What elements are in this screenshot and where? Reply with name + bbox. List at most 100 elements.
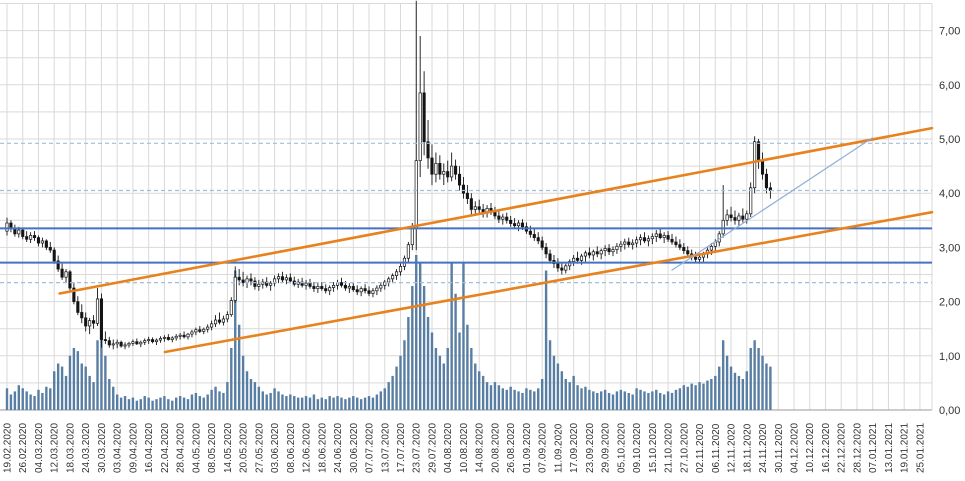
volume-bar	[363, 397, 367, 410]
volume-bar	[257, 386, 261, 410]
x-tick-label: 30.06.2020	[349, 423, 360, 473]
candle-body	[379, 284, 383, 289]
candle-body	[131, 341, 135, 344]
trend-lines[interactable]	[58, 126, 934, 354]
volume-bar	[198, 396, 202, 410]
candle-body	[430, 157, 434, 175]
candle-body	[68, 271, 72, 289]
candle-body	[359, 288, 363, 293]
candle-body	[686, 250, 690, 255]
channel-lower-line[interactable]	[163, 210, 934, 354]
candle-body	[111, 343, 115, 346]
candle-body	[729, 214, 733, 218]
candle-body	[654, 233, 658, 237]
volume-bar	[576, 385, 579, 410]
volume-bar	[100, 298, 103, 410]
channel-upper-line[interactable]	[58, 126, 934, 295]
volume-bar	[643, 391, 646, 410]
candle-body	[513, 223, 517, 227]
volume-bar	[139, 399, 142, 410]
volume-bar	[592, 391, 595, 410]
candle-body	[698, 256, 702, 260]
volume-bar	[552, 355, 556, 410]
volume-bar	[721, 340, 725, 410]
candle-body	[548, 253, 552, 261]
volume-bar	[76, 351, 80, 410]
volume-bar	[714, 375, 717, 410]
volume-bar	[88, 375, 91, 410]
volume-bar	[627, 392, 630, 410]
volume-bar	[155, 399, 158, 410]
volume-bar	[175, 397, 178, 410]
volume-bar	[171, 400, 174, 410]
volume-bar	[662, 394, 666, 410]
x-tick-label: 08.05.2020	[207, 423, 218, 473]
x-tick-label: 27.10.2020	[679, 423, 690, 473]
candle-body	[446, 171, 450, 178]
candle-body	[257, 283, 261, 287]
candle-body	[438, 163, 442, 175]
volume-bar	[182, 397, 186, 410]
support-resistance-lines[interactable]	[0, 142, 932, 284]
volume-bar	[655, 389, 658, 410]
candle-body	[194, 329, 198, 333]
x-tick-label: 14.08.2020	[475, 423, 486, 473]
volume-bar	[391, 375, 394, 410]
minor-uptrend-line[interactable]	[671, 137, 873, 271]
candle-body	[64, 271, 68, 278]
volume-bar	[678, 388, 682, 410]
volume-bar	[300, 397, 304, 410]
volume-bar	[411, 286, 414, 410]
candle-body	[646, 238, 650, 242]
x-tick-label: 29.07.2020	[427, 423, 438, 473]
volume-bar	[765, 363, 768, 410]
candle-body	[591, 251, 595, 256]
candle-body	[528, 230, 532, 235]
y-tick-label: 7,00	[939, 26, 960, 38]
volume-bar	[497, 385, 501, 410]
candle-body	[88, 320, 92, 327]
volume-bar	[611, 394, 615, 410]
candle-body	[461, 184, 466, 194]
candle-body	[363, 288, 367, 292]
candle-body	[72, 287, 76, 302]
candle-body	[339, 282, 344, 286]
candle-body	[214, 319, 218, 325]
volume-bar	[320, 397, 323, 410]
volume-bar	[470, 348, 473, 410]
candle-body	[206, 326, 210, 330]
candle-body	[477, 206, 481, 210]
volume-bar	[60, 366, 64, 410]
candle-body	[721, 219, 725, 235]
volume-bar	[647, 392, 650, 410]
candle-body	[210, 323, 214, 328]
candle-body	[158, 338, 163, 341]
candle-body	[304, 282, 308, 286]
candle-body	[17, 229, 21, 235]
volume-bar	[426, 317, 430, 410]
x-tick-label: 03.04.2020	[113, 423, 124, 473]
candle-body	[48, 247, 52, 251]
volume-bar	[210, 389, 213, 410]
candle-body	[603, 248, 607, 252]
volume-bar	[9, 394, 13, 410]
candle-body	[406, 244, 410, 259]
volume-bar	[631, 394, 634, 410]
candle-body	[760, 160, 765, 175]
candle-body	[619, 243, 623, 247]
x-tick-label: 23.07.2020	[412, 423, 423, 473]
candle-body	[473, 206, 477, 210]
volume-bar	[517, 391, 520, 410]
volume-bar	[737, 375, 741, 410]
volume-bar	[446, 348, 449, 410]
candle-body	[237, 276, 241, 281]
volume-bar	[702, 383, 705, 410]
candle-body	[60, 268, 64, 278]
candle-body	[198, 329, 202, 332]
x-tick-label: 09.10.2020	[632, 423, 643, 473]
volume-bar	[588, 389, 591, 410]
x-tick-label: 24.06.2020	[333, 423, 344, 473]
candle-body	[178, 334, 182, 337]
